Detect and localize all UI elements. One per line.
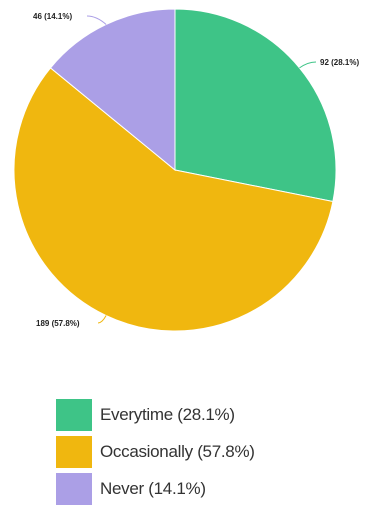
data-label-occasionally: 189 (57.8%) bbox=[36, 319, 80, 328]
legend-swatch-never bbox=[56, 472, 92, 505]
legend-label-never: Never (14.1%) bbox=[100, 478, 206, 498]
legend-item-occasionally[interactable]: Occasionally (57.8%) bbox=[56, 433, 255, 470]
chart-legend: Everytime (28.1%) Occasionally (57.8%) N… bbox=[56, 396, 255, 507]
data-label-everytime: 92 (28.1%) bbox=[320, 58, 359, 67]
legend-item-never[interactable]: Never (14.1%) bbox=[56, 470, 255, 507]
pie-chart: 92 (28.1%) 189 (57.8%) 46 (14.1%) bbox=[13, 8, 359, 332]
pie-slice-everytime[interactable] bbox=[174, 8, 337, 203]
legend-label-occasionally: Occasionally (57.8%) bbox=[100, 441, 255, 461]
legend-label-everytime: Everytime (28.1%) bbox=[100, 404, 235, 424]
data-label-never: 46 (14.1%) bbox=[33, 12, 72, 21]
legend-swatch-everytime bbox=[56, 398, 92, 431]
pie-slice-never[interactable] bbox=[49, 8, 176, 172]
legend-swatch-occasionally bbox=[56, 435, 92, 468]
legend-item-everytime[interactable]: Everytime (28.1%) bbox=[56, 396, 255, 433]
pie-slice-occasionally[interactable] bbox=[13, 67, 334, 332]
leader-line-occasionally bbox=[97, 315, 107, 324]
leader-line-everytime bbox=[299, 61, 317, 69]
leader-line-never bbox=[86, 15, 107, 25]
